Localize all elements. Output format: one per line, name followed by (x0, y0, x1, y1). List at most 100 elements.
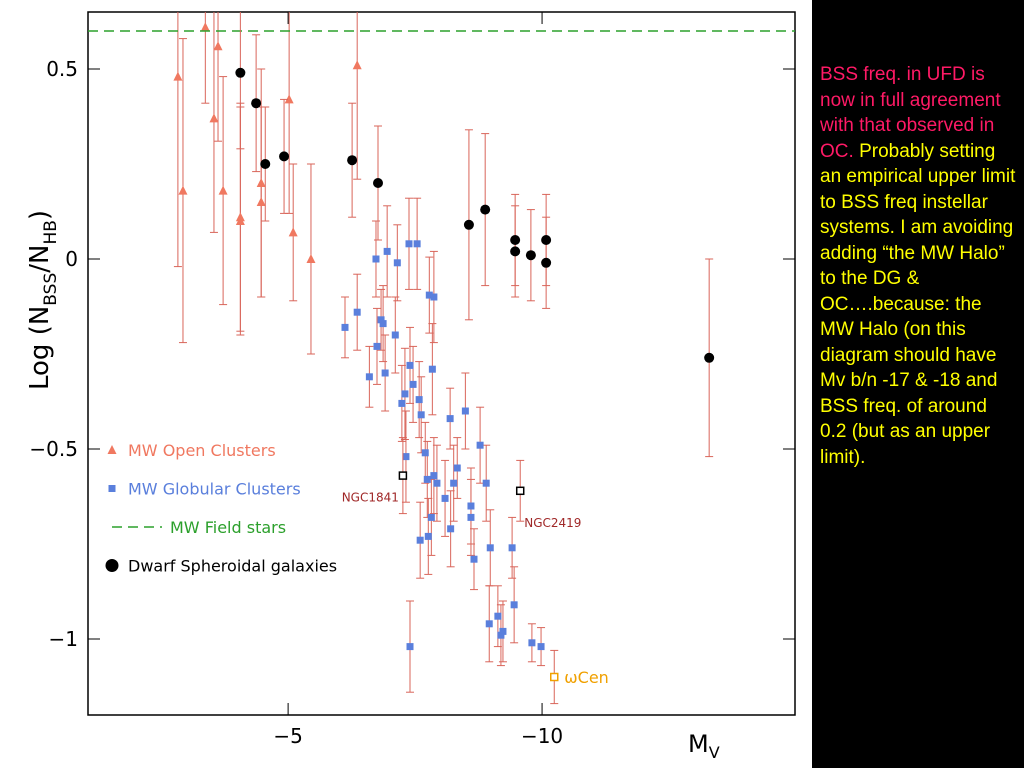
square-marker (405, 240, 413, 248)
y-label-sub: BSS (41, 273, 61, 306)
square-marker (353, 308, 361, 316)
annotated-point (550, 672, 559, 682)
square-marker (447, 525, 455, 533)
square-marker (401, 390, 409, 398)
square-marker (381, 369, 389, 377)
annotation-label: NGC1841 (342, 491, 399, 505)
triangle-marker (235, 216, 245, 225)
y-label-part: Log (N (25, 306, 55, 390)
circle-marker (541, 235, 552, 245)
circle-marker (704, 352, 715, 363)
square-marker (485, 620, 493, 628)
legend-label: MW Globular Clusters (128, 480, 301, 499)
side-note: BSS freq. in UFD is now in full agreemen… (820, 62, 1016, 470)
y-label-part: ) (25, 210, 55, 220)
y-label-part: /N (25, 245, 55, 273)
x-tick-label: −10 (521, 724, 563, 748)
square-marker (424, 532, 432, 540)
square-marker (377, 316, 385, 324)
square-marker (423, 475, 431, 483)
circle-marker (510, 246, 521, 257)
note-body: Probably setting an empirical upper limi… (820, 140, 1016, 468)
square-marker (494, 612, 502, 620)
note-highlight: BSS freq. in UFD is now in full agreemen… (820, 64, 1001, 162)
triangle-marker (256, 178, 266, 187)
square-marker (372, 255, 380, 263)
square-marker (108, 485, 116, 492)
square-marker (427, 513, 435, 521)
circle-marker (105, 559, 119, 572)
y-label-sub: HB (41, 220, 61, 244)
square-marker (497, 631, 505, 639)
plot-frame (87, 11, 796, 716)
square-marker (486, 544, 494, 552)
triangle-marker (107, 445, 117, 454)
circle-marker (279, 151, 290, 162)
square-marker (433, 479, 441, 487)
annotation-label: NGC2419 (524, 516, 581, 530)
x-label-main: M (688, 730, 709, 758)
plot-area (88, 12, 795, 705)
square-marker (416, 536, 424, 544)
circle-marker (235, 67, 246, 78)
triangle-marker (284, 94, 294, 104)
square-marker (461, 407, 469, 415)
square-marker (406, 361, 414, 369)
legend-label: Dwarf Spheroidal galaxies (128, 557, 337, 576)
square-marker (508, 544, 516, 552)
triangle-marker (173, 71, 183, 81)
triangle-marker (200, 22, 210, 32)
legend-label: MW Open Clusters (128, 441, 276, 460)
triangle-marker (178, 185, 188, 195)
annotated-point (398, 471, 408, 480)
square-marker (441, 494, 449, 502)
square-marker (467, 513, 475, 521)
square-marker (406, 643, 414, 651)
square-marker (393, 259, 401, 267)
square-marker (430, 472, 438, 480)
triangle-marker (218, 185, 228, 195)
y-tick-label: 0.5 (46, 57, 78, 81)
square-marker (413, 240, 421, 248)
triangle-marker (306, 254, 316, 263)
error-bar (201, 12, 210, 104)
square-marker (341, 323, 349, 331)
square-marker (482, 479, 490, 487)
triangle-marker (352, 60, 362, 70)
square-marker (383, 247, 391, 255)
square-marker (398, 399, 406, 407)
annotation-label: ωCen (564, 668, 609, 687)
square-marker (467, 502, 475, 510)
y-tick-label: 0 (65, 247, 78, 271)
x-axis-label: MV (688, 730, 720, 762)
square-marker (528, 639, 536, 647)
circle-marker (251, 98, 262, 109)
chart: MV Log (NBSS/NHB) −5 −10 0.5 0 −0.5 −1 NGC1841… (0, 0, 812, 768)
square-marker (402, 453, 410, 461)
square-marker (379, 320, 387, 328)
annotated-point (515, 486, 525, 496)
square-marker (421, 449, 429, 457)
triangle-marker (213, 41, 223, 51)
y-axis-label: Log (NBSS/NHB) (25, 210, 61, 390)
circle-marker (525, 250, 536, 261)
square-marker (425, 291, 433, 299)
square-marker (499, 627, 507, 635)
square-marker (430, 293, 438, 301)
y-tick-label: −1 (49, 627, 78, 651)
triangle-marker (256, 197, 266, 206)
square-marker (365, 373, 373, 381)
circle-marker (373, 178, 384, 188)
error-bar (173, 12, 182, 268)
square-marker (409, 380, 417, 388)
square-marker (510, 601, 518, 609)
square-marker (373, 342, 381, 350)
circle-marker (480, 204, 491, 215)
square-marker (415, 396, 423, 404)
circle-marker (463, 219, 474, 230)
triangle-marker (288, 227, 298, 237)
square-marker (417, 411, 425, 419)
error-bar (285, 12, 294, 214)
error-bar (353, 12, 362, 180)
circle-marker (541, 257, 552, 268)
